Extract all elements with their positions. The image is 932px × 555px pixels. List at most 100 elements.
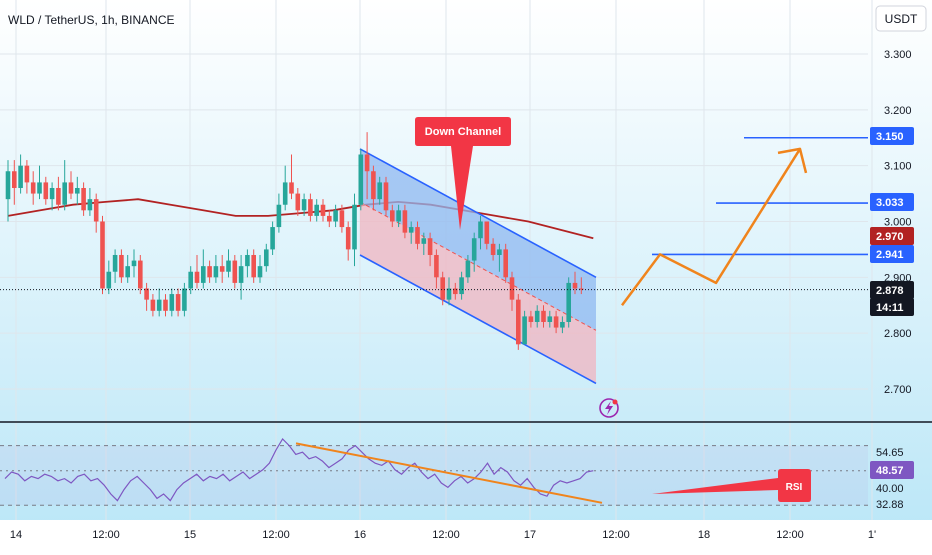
price-axis[interactable]: 3.3003.2003.1003.0002.9002.8002.7003.150… (870, 49, 914, 396)
rsi-tick-label: 54.65 (876, 447, 904, 459)
channel-upper-fill (360, 148, 596, 331)
price-label-ma[interactable]: 2.970 (870, 227, 914, 245)
candle (119, 249, 124, 283)
price-label-current[interactable]: 2.878 (870, 281, 914, 299)
candle-body (522, 316, 527, 345)
candle (421, 232, 427, 255)
candle-body (24, 165, 30, 183)
time-tick-label: 12:00 (602, 529, 630, 541)
candle-body (219, 266, 225, 272)
candle (238, 254, 244, 300)
channel-lower-fill (360, 201, 596, 384)
price-projection-path[interactable] (620, 147, 808, 306)
candle-body (434, 254, 439, 278)
candle (125, 254, 130, 283)
candle (541, 305, 546, 328)
candle-body (62, 182, 67, 205)
currency-button[interactable]: USDT (875, 5, 927, 32)
candle (207, 260, 212, 283)
candle-body (156, 299, 162, 311)
candle-body (377, 182, 382, 200)
candle-body (232, 260, 238, 283)
moving-average-line (7, 198, 594, 240)
price-label-countdown[interactable]: 14:11 (870, 298, 914, 316)
candle (24, 160, 30, 194)
candle (459, 271, 464, 300)
candle (345, 221, 351, 261)
candle-body (100, 221, 105, 289)
price-label-box (870, 281, 914, 299)
candle-body (402, 210, 408, 233)
candle (75, 176, 80, 205)
candle (516, 294, 521, 350)
candle-body (371, 171, 376, 200)
candle (358, 148, 364, 211)
candle (5, 160, 11, 222)
candle-body (553, 316, 559, 328)
callout-label: Down Channel (425, 126, 501, 138)
candle (396, 204, 401, 228)
candle-body (484, 221, 490, 244)
candle (194, 254, 200, 289)
candle-body (106, 271, 112, 289)
candle (37, 165, 42, 200)
time-tick-label: 12:00 (776, 529, 804, 541)
candle-body (75, 187, 80, 194)
candle-body (415, 227, 420, 244)
candle-body (383, 182, 389, 211)
candle (282, 165, 288, 211)
candle (138, 254, 143, 295)
candle (56, 176, 61, 211)
candle-body (194, 271, 200, 283)
rsi-axis[interactable]: 54.65 48.57 40.00 32.88 (870, 447, 914, 511)
channel-lower-line[interactable] (359, 254, 597, 385)
price-label-text: 2.878 (876, 285, 904, 297)
candle (528, 310, 534, 328)
candle-body (345, 227, 351, 250)
candle (352, 193, 357, 267)
lightning-icon[interactable] (599, 398, 619, 418)
candle-body (213, 266, 219, 278)
price-label-box (870, 227, 914, 245)
candle (471, 232, 477, 272)
moving-average (7, 198, 594, 240)
candle (49, 182, 55, 211)
rsi-tick-label: 40.00 (876, 483, 904, 495)
price-label-level[interactable]: 2.941 (870, 245, 914, 263)
candle-body (320, 204, 326, 216)
candle (446, 277, 452, 306)
projection-line[interactable] (620, 148, 802, 306)
callout-shape (415, 117, 511, 230)
candle-body (251, 254, 256, 278)
candle (509, 271, 515, 311)
candle (408, 221, 414, 244)
candle (251, 249, 256, 283)
price-label-level[interactable]: 3.033 (870, 193, 914, 211)
candle (434, 249, 439, 289)
channel-upper-line[interactable] (359, 148, 597, 279)
candle (100, 215, 105, 295)
down-channel[interactable] (359, 148, 597, 385)
candle-body (188, 271, 193, 289)
horizontal-levels[interactable] (0, 136, 868, 291)
down-channel-callout[interactable]: Down Channel (415, 117, 511, 230)
candle (131, 249, 137, 278)
candle (333, 204, 338, 228)
candle-body (270, 227, 275, 250)
rsi-callout[interactable]: RSI (652, 469, 811, 502)
rsi-trendline[interactable] (295, 442, 603, 504)
candle (264, 243, 269, 272)
candle (547, 310, 553, 328)
time-axis[interactable]: 14 12:00 15 12:00 16 12:00 17 12:00 18 12:00 1' (0, 520, 932, 550)
candle-body (93, 199, 99, 222)
candle (383, 176, 389, 216)
price-label-level[interactable]: 3.150 (870, 127, 914, 145)
candle-body (125, 266, 130, 278)
candle-body (112, 254, 118, 272)
candle (30, 171, 36, 205)
rsi-callout-label: RSI (786, 482, 803, 493)
candle (18, 154, 23, 194)
candle (440, 271, 445, 306)
candle-body (56, 187, 61, 205)
